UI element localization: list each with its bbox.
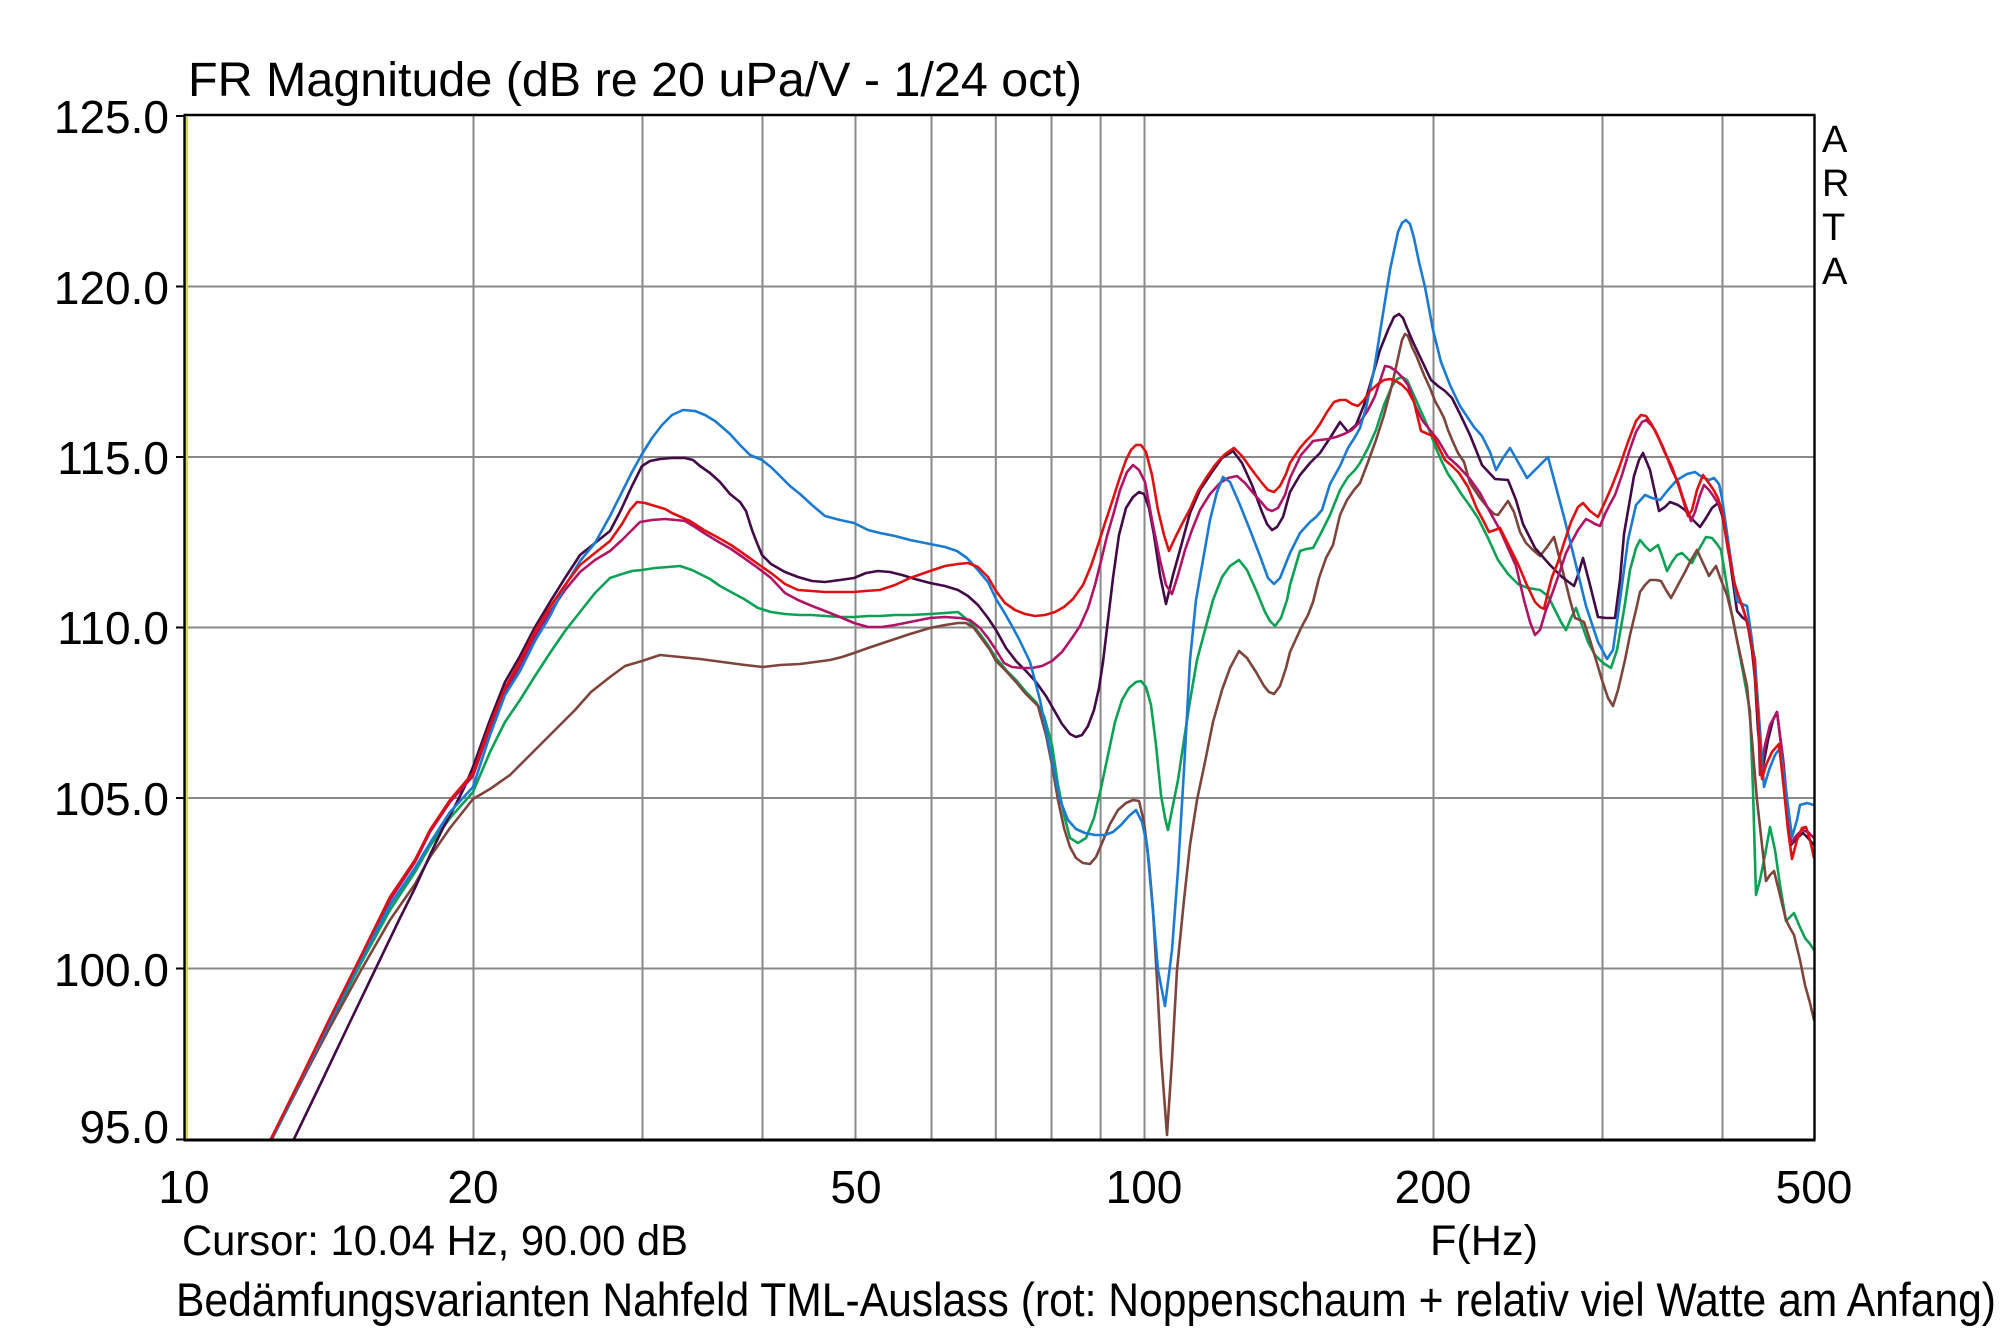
svg-text:Bedämfungsvarianten Nahfeld TM: Bedämfungsvarianten Nahfeld TML-Auslass … bbox=[176, 1273, 1996, 1326]
svg-text:100.0: 100.0 bbox=[54, 944, 169, 996]
svg-text:A: A bbox=[1822, 119, 1848, 161]
svg-text:125.0: 125.0 bbox=[54, 91, 169, 143]
svg-text:10: 10 bbox=[158, 1161, 209, 1213]
svg-text:50: 50 bbox=[830, 1161, 881, 1213]
svg-text:110.0: 110.0 bbox=[57, 602, 169, 654]
svg-text:20: 20 bbox=[447, 1161, 498, 1213]
svg-text:120.0: 120.0 bbox=[54, 262, 169, 314]
svg-text:A: A bbox=[1822, 251, 1848, 293]
svg-text:115.0: 115.0 bbox=[57, 432, 169, 484]
svg-text:95.0: 95.0 bbox=[79, 1101, 169, 1153]
svg-text:500: 500 bbox=[1776, 1161, 1853, 1213]
svg-text:R: R bbox=[1822, 163, 1849, 205]
svg-text:105.0: 105.0 bbox=[54, 773, 169, 825]
svg-text:T: T bbox=[1822, 207, 1845, 249]
svg-text:100: 100 bbox=[1106, 1161, 1183, 1213]
svg-text:Cursor: 10.04 Hz, 90.00 dB: Cursor: 10.04 Hz, 90.00 dB bbox=[182, 1217, 688, 1265]
svg-text:F(Hz): F(Hz) bbox=[1430, 1217, 1538, 1265]
svg-text:200: 200 bbox=[1395, 1161, 1472, 1213]
svg-text:FR Magnitude (dB re 20 uPa/V -: FR Magnitude (dB re 20 uPa/V - 1/24 oct) bbox=[188, 54, 1082, 107]
